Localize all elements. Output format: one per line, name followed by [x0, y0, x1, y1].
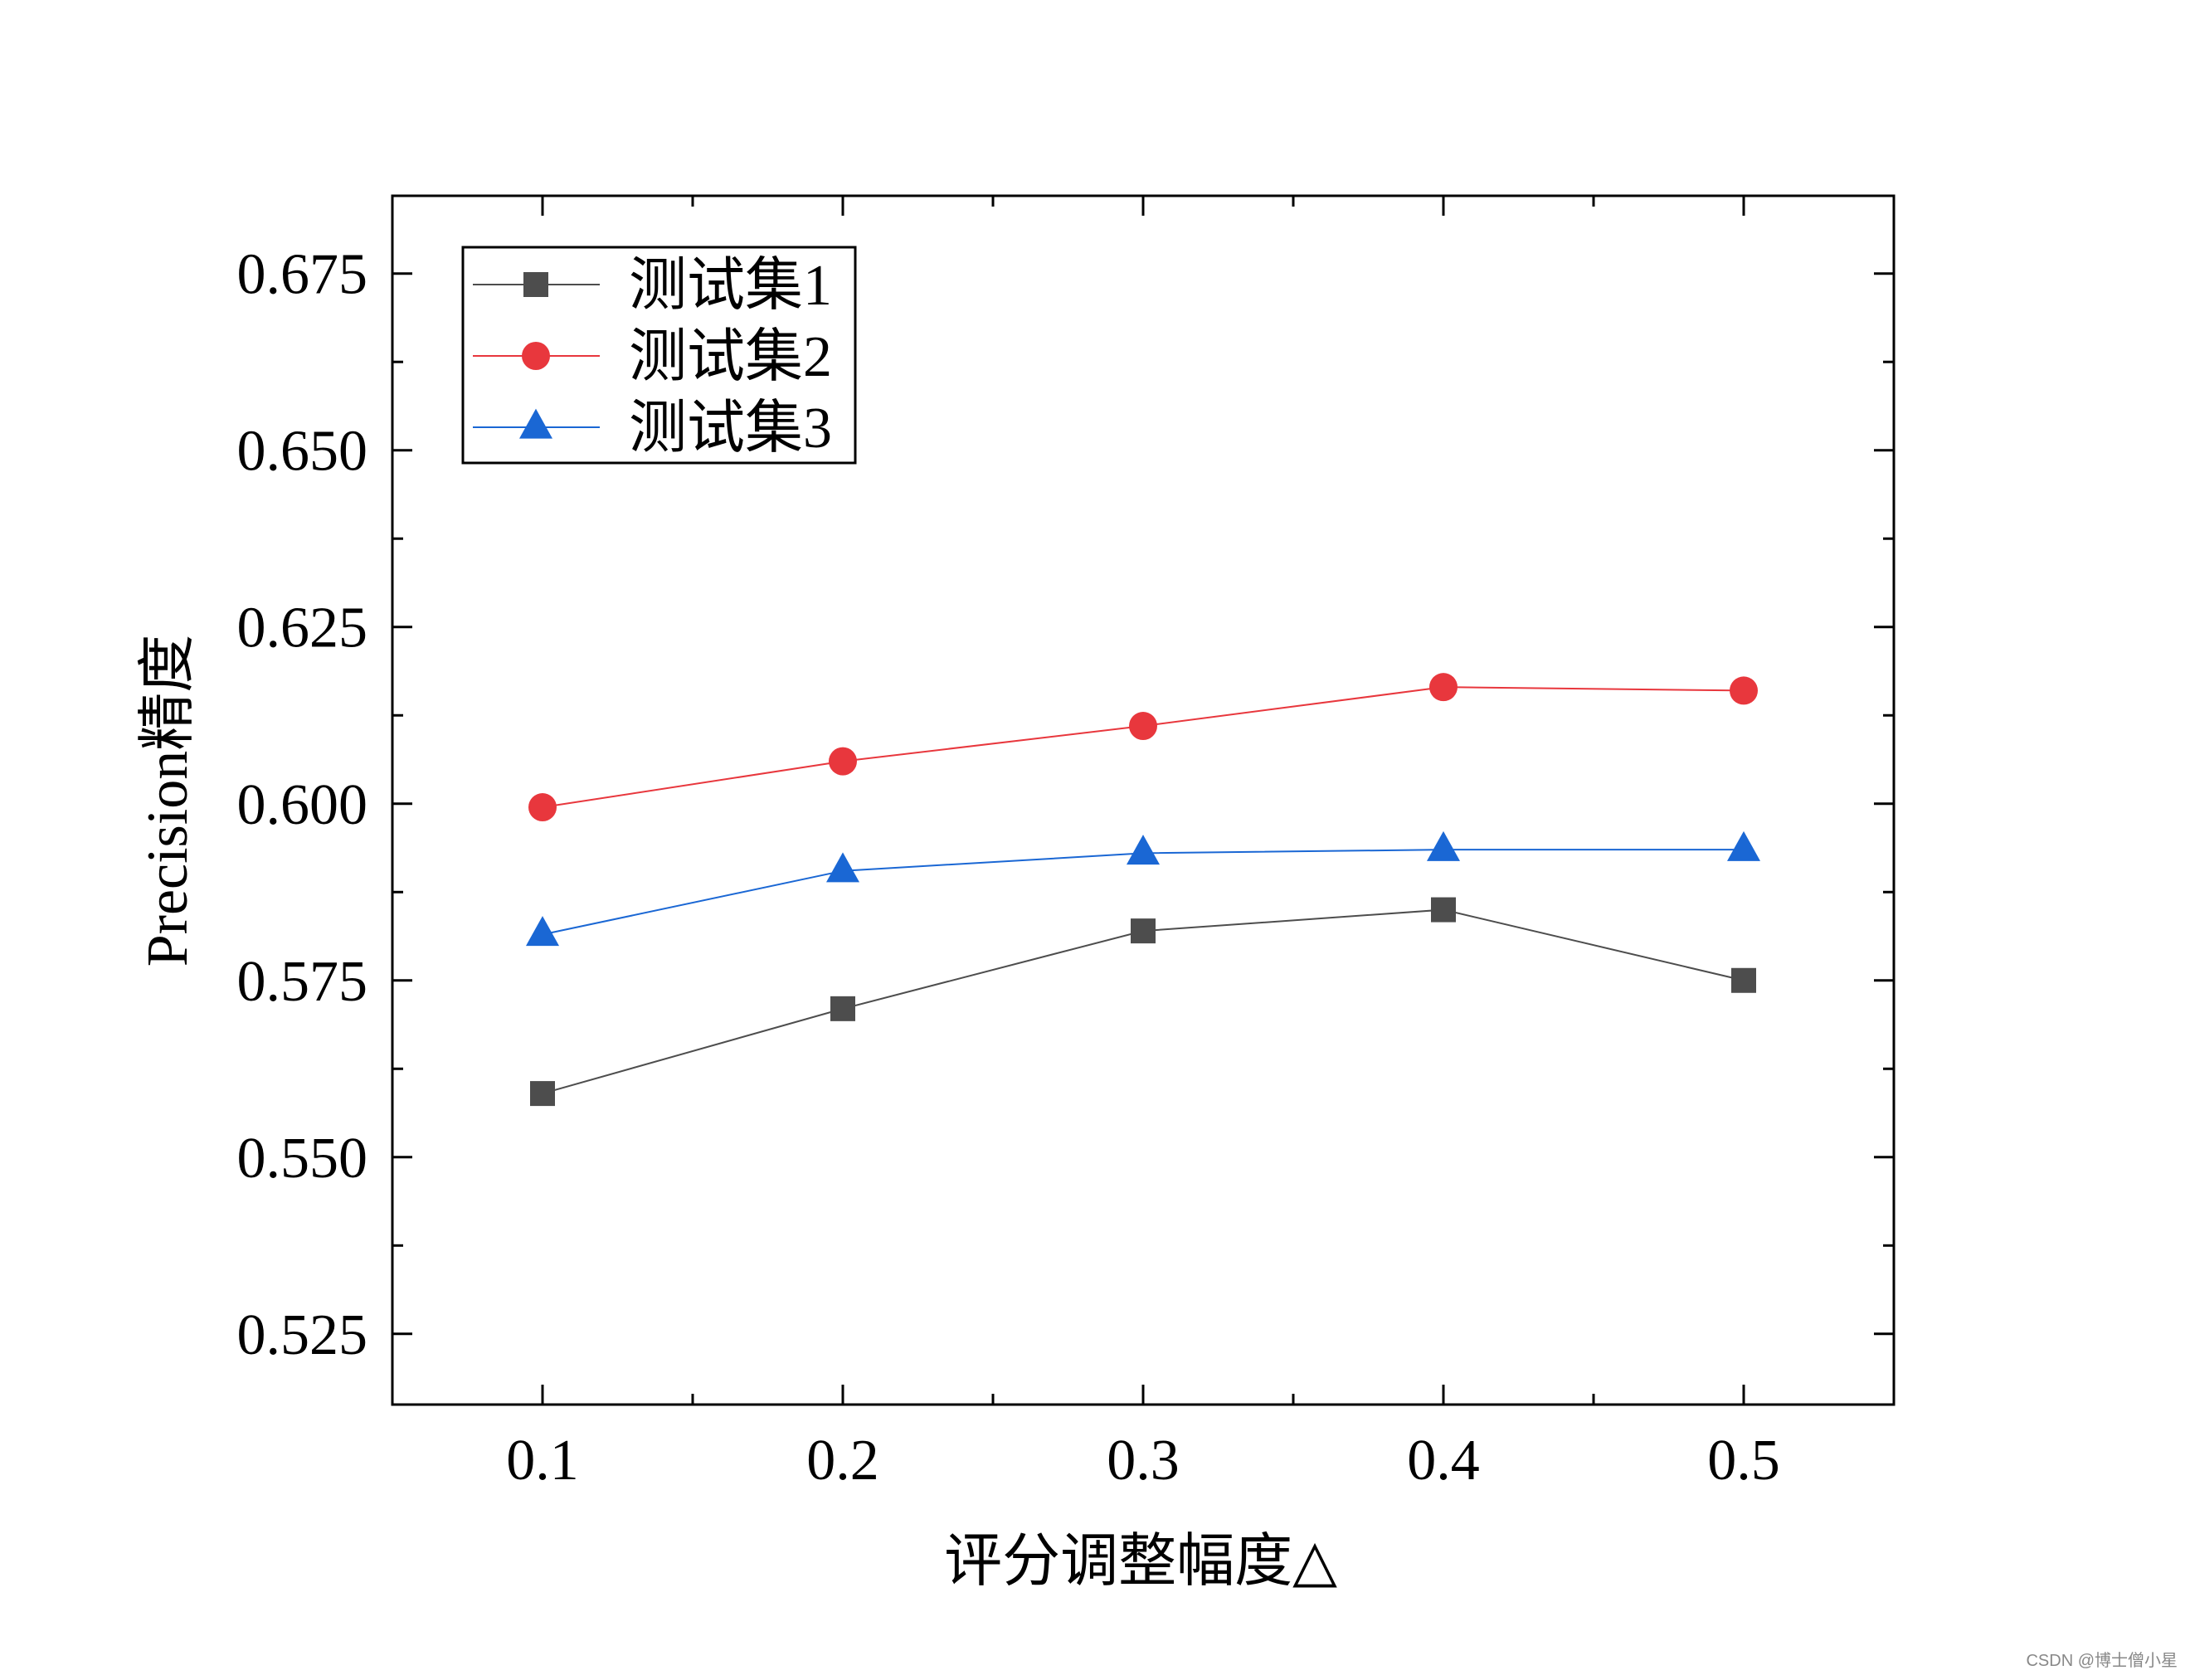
legend-label: 测试集2 — [629, 325, 832, 389]
series-1 — [530, 897, 1756, 1107]
y-tick-label: 0.575 — [237, 950, 368, 1014]
legend-item: 测试集3 — [473, 397, 832, 460]
legend-label: 测试集1 — [629, 254, 832, 318]
x-tick-label: 0.2 — [806, 1429, 879, 1493]
y-axis-title: Precision精度 — [136, 635, 200, 967]
data-point — [829, 747, 857, 776]
data-point — [1731, 967, 1756, 993]
x-tick-label: 0.5 — [1707, 1429, 1780, 1493]
legend-item: 测试集1 — [473, 254, 832, 318]
data-point — [530, 1081, 555, 1107]
data-point — [1727, 830, 1760, 861]
data-point — [830, 996, 855, 1021]
x-tick-label: 0.3 — [1107, 1429, 1180, 1493]
y-tick-label: 0.525 — [237, 1303, 368, 1367]
data-point — [526, 916, 559, 947]
x-tick-label: 0.4 — [1407, 1429, 1480, 1493]
series-3 — [526, 830, 1760, 947]
series-line — [542, 686, 1745, 809]
legend-item: 测试集2 — [473, 325, 832, 389]
data-point — [1429, 673, 1458, 702]
x-axis-title: 评分调整幅度△ — [944, 1530, 1337, 1594]
y-tick-label: 0.675 — [237, 243, 368, 307]
legend-marker — [519, 408, 552, 439]
legend-marker — [523, 272, 548, 297]
data-point — [1131, 918, 1156, 944]
legend-marker — [522, 342, 550, 370]
data-point — [1730, 676, 1758, 705]
data-point — [528, 793, 557, 822]
watermark: CSDN @博士僧小星 — [2026, 1651, 2178, 1670]
y-tick-label: 0.650 — [237, 420, 368, 484]
data-point — [1129, 712, 1157, 741]
x-tick-label: 0.1 — [506, 1429, 579, 1493]
y-tick-label: 0.625 — [237, 597, 368, 660]
data-point — [1427, 830, 1460, 861]
data-point — [1431, 897, 1456, 923]
series-2 — [528, 673, 1758, 822]
y-tick-label: 0.600 — [237, 773, 368, 837]
data-point — [826, 852, 859, 883]
y-tick-label: 0.550 — [237, 1127, 368, 1191]
data-point — [1127, 835, 1160, 865]
legend-label: 测试集3 — [629, 397, 832, 460]
